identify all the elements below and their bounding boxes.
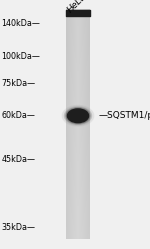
Text: —SQSTM1/p62: —SQSTM1/p62 [98, 111, 150, 120]
Ellipse shape [68, 109, 88, 123]
Text: HeLa: HeLa [66, 0, 88, 14]
Ellipse shape [62, 106, 94, 126]
Ellipse shape [64, 107, 92, 125]
Text: 140kDa—: 140kDa— [2, 19, 40, 28]
Text: 60kDa—: 60kDa— [2, 111, 35, 120]
Ellipse shape [66, 108, 90, 124]
Text: 75kDa—: 75kDa— [2, 79, 36, 88]
Text: 100kDa—: 100kDa— [2, 52, 40, 61]
Text: 35kDa—: 35kDa— [2, 223, 36, 232]
Text: 45kDa—: 45kDa— [2, 155, 36, 164]
